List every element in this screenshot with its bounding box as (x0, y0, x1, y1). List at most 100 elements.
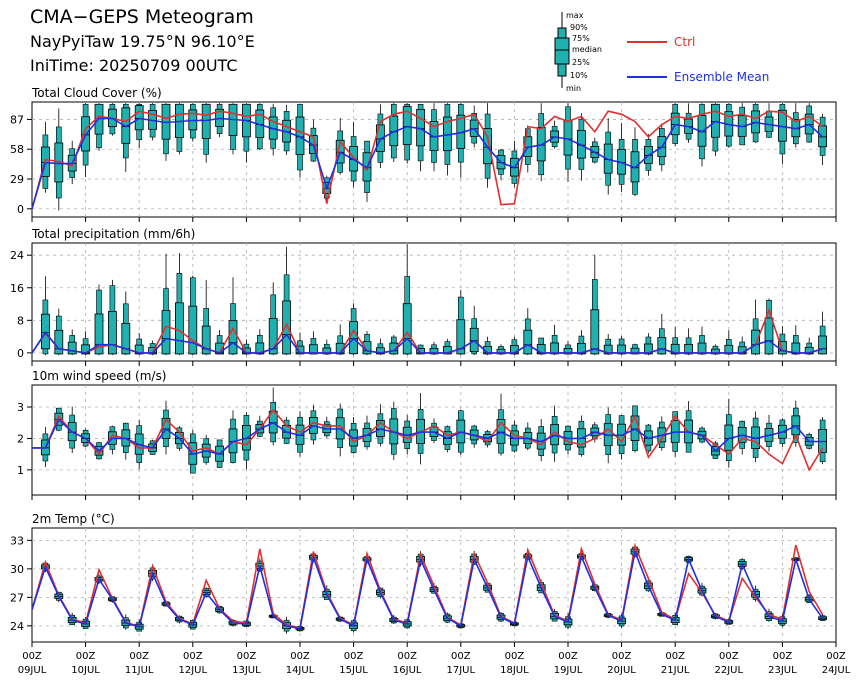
box-inner (751, 329, 760, 355)
box-inner (268, 318, 278, 355)
box-inner (282, 300, 292, 355)
box-inner (148, 347, 158, 355)
box-inner (308, 344, 318, 355)
x-tick-label-hour: 00Z (612, 651, 632, 662)
location-label: NayPyiTaw 19.75°N 96.10°E (30, 32, 255, 51)
box-inner (402, 106, 412, 145)
x-tick-label-date: 14JUL (286, 665, 315, 676)
x-tick-label-hour: 00Z (665, 651, 685, 662)
x-tick-label-hour: 00Z (237, 651, 257, 662)
box-inner (121, 323, 131, 355)
box-inner (630, 347, 640, 355)
box-inner (228, 320, 238, 355)
box-inner (496, 348, 506, 355)
box-legend-label: 90% (570, 23, 588, 32)
x-tick-label-date: 21JUL (661, 665, 690, 676)
box-inner (402, 303, 412, 355)
y-tick-label: 24 (10, 620, 24, 633)
box-inner (174, 302, 184, 355)
x-tick-label-date: 20JUL (607, 665, 636, 676)
x-tick-label-date: 10JUL (71, 665, 100, 676)
box-legend-label: 25% (572, 58, 590, 67)
box-legend-label: median (572, 45, 602, 54)
x-tick-label-date: 11JUL (125, 665, 154, 676)
x-tick-label-date: 13JUL (232, 665, 261, 676)
box-inner (201, 103, 211, 139)
y-tick-label: 58 (10, 143, 24, 156)
box-inner (697, 342, 707, 355)
y-tick-label: 16 (10, 282, 24, 295)
box-inner (711, 348, 720, 355)
y-tick-label: 27 (10, 591, 24, 604)
ensemble-mean-series-line (31, 331, 823, 354)
x-tick-label-hour: 00Z (22, 651, 42, 662)
box-inner (67, 341, 77, 355)
ctrl-series-line (31, 543, 824, 629)
box-inner (255, 342, 265, 355)
box-inner (121, 107, 131, 144)
panel-title: 10m wind speed (m/s) (32, 369, 166, 383)
box-legend-label: 10% (570, 71, 588, 80)
x-tick-label-hour: 00Z (129, 651, 149, 662)
box-inner (644, 343, 653, 355)
x-tick-label-hour: 00Z (773, 651, 793, 662)
box-inner (791, 342, 801, 355)
x-tick-label-date: 16JUL (393, 665, 422, 676)
initime-label: IniTime: 20250709 00UTC (30, 56, 238, 75)
panel-frame (31, 101, 837, 218)
box-inner (322, 347, 332, 355)
y-tick-label: 0 (17, 203, 24, 216)
box-inner (389, 342, 399, 355)
box-inner (188, 305, 198, 355)
box-legend-label: max (566, 11, 584, 20)
box-inner (818, 335, 827, 355)
box-inner (577, 343, 586, 355)
box-inner (764, 317, 774, 355)
box-inner (536, 344, 546, 355)
box-inner (590, 309, 600, 355)
x-tick-label-hour: 00Z (290, 651, 310, 662)
box-inner (536, 126, 546, 162)
box-inner (295, 345, 305, 355)
panel-frame (31, 242, 837, 362)
box-legend-inner-box (554, 37, 570, 65)
ctrl-series-line (31, 110, 824, 210)
legend-label: Ensemble Mean (674, 70, 769, 84)
box-inner (804, 346, 814, 355)
box-inner (670, 343, 680, 355)
box-inner (456, 319, 466, 355)
x-tick-label-date: 17JUL (447, 665, 476, 676)
x-tick-label-date: 12JUL (179, 665, 208, 676)
box-inner (81, 344, 90, 355)
y-tick-label: 33 (10, 534, 24, 547)
box-legend-label: min (566, 84, 581, 93)
x-tick-label-hour: 00Z (719, 651, 739, 662)
panel-title: Total precipitation (mm/6h) (31, 227, 195, 241)
box-inner (429, 347, 439, 355)
box-inner (108, 311, 117, 355)
x-tick-label-hour: 00Z (826, 651, 846, 662)
panel-title: 2m Temp (°C) (32, 512, 115, 526)
box-inner (657, 337, 667, 355)
panel-title: Total Cloud Cover (%) (31, 86, 162, 100)
box-inner (54, 329, 64, 355)
y-tick-label: 3 (17, 401, 24, 414)
y-tick-label: 1 (17, 464, 24, 477)
y-tick-label: 24 (10, 249, 24, 262)
y-tick-label: 8 (17, 314, 24, 327)
y-tick-label: 0 (17, 347, 24, 360)
x-tick-label-date: 09JUL (18, 665, 47, 676)
panel-frame (31, 384, 837, 496)
ensemble-mean-series-line (32, 418, 823, 455)
box-legend-label: 75% (572, 34, 590, 43)
x-tick-label-hour: 00Z (76, 651, 96, 662)
box-inner (215, 342, 225, 355)
box-inner (416, 348, 426, 355)
box-inner (523, 329, 533, 355)
box-inner (375, 347, 385, 355)
page-title: CMA−GEPS Meteogram (30, 6, 254, 28)
ensemble-mean-series-line (31, 548, 824, 630)
y-tick-label: 29 (10, 173, 24, 186)
x-tick-label-date: 23JUL (768, 665, 797, 676)
legend-label: Ctrl (674, 35, 695, 49)
